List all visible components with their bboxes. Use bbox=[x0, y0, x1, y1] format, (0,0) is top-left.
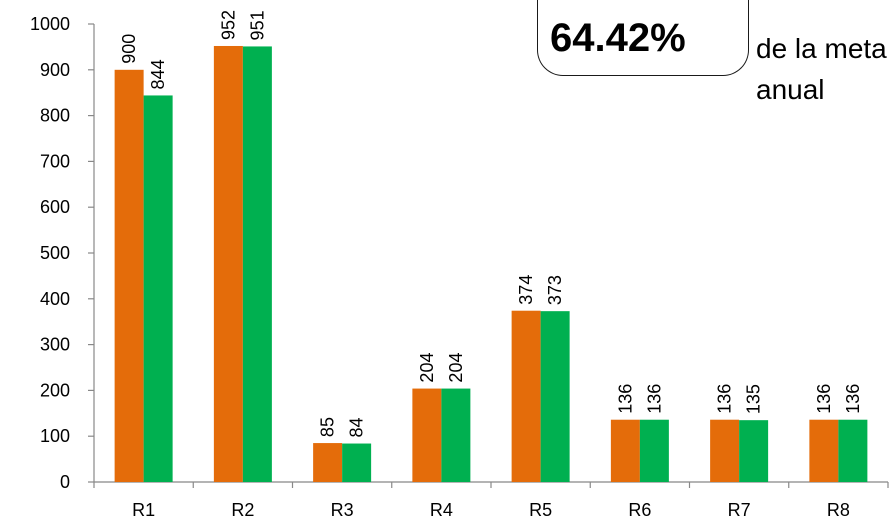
data-label-r7-series-2: 135 bbox=[744, 384, 764, 414]
data-label-r3-series-1: 85 bbox=[318, 417, 338, 437]
bar-r7-series-1 bbox=[710, 419, 740, 482]
y-axis-ticks: 0 100 200 300 400 500 600 700 800 900 1000 bbox=[30, 14, 94, 492]
bar-r5-series-2 bbox=[540, 311, 570, 482]
x-tick-label-r4: R4 bbox=[430, 500, 453, 520]
x-tick-label-r6: R6 bbox=[628, 500, 651, 520]
x-tick-label-r2: R2 bbox=[231, 500, 254, 520]
bar-r1-series-2 bbox=[143, 95, 173, 482]
y-tick-label: 200 bbox=[40, 380, 70, 400]
data-label-r6-series-2: 136 bbox=[644, 384, 664, 414]
y-tick-label: 300 bbox=[40, 335, 70, 355]
y-tick-label: 500 bbox=[40, 243, 70, 263]
callout-box bbox=[537, 0, 749, 76]
data-label-r1-series-1: 900 bbox=[119, 34, 139, 64]
callout-text-line2: anual bbox=[756, 74, 825, 105]
y-tick-label: 600 bbox=[40, 197, 70, 217]
bar-r1-series-1 bbox=[114, 69, 144, 483]
data-label-r5-series-2: 373 bbox=[545, 275, 565, 305]
bar-r7-series-2 bbox=[739, 420, 769, 482]
bar-r2-series-2 bbox=[242, 46, 272, 482]
data-label-r1-series-2: 844 bbox=[148, 59, 168, 89]
bars bbox=[114, 45, 868, 483]
x-axis-ticks: R1 R2 R3 R4 R5 R6 R7 R8 bbox=[93, 482, 889, 520]
bar-r8-series-1 bbox=[809, 419, 839, 482]
x-tick-label-r3: R3 bbox=[331, 500, 354, 520]
bar-r4-series-2 bbox=[441, 388, 471, 482]
x-tick-label-r8: R8 bbox=[827, 500, 850, 520]
y-tick-label: 100 bbox=[40, 426, 70, 446]
y-tick-label: 1000 bbox=[30, 14, 70, 34]
data-label-r4-series-2: 204 bbox=[446, 353, 466, 383]
bar-r8-series-2 bbox=[838, 419, 868, 482]
data-label-r6-series-1: 136 bbox=[615, 384, 635, 414]
bar-r5-series-1 bbox=[511, 310, 541, 482]
callout-value: 64.42% bbox=[550, 16, 686, 60]
data-label-r8-series-1: 136 bbox=[814, 384, 834, 414]
x-tick-label-r5: R5 bbox=[529, 500, 552, 520]
bar-r3-series-1 bbox=[313, 443, 343, 482]
y-tick-label: 800 bbox=[40, 106, 70, 126]
callout-text-line1: de la meta bbox=[756, 33, 887, 64]
data-label-r3-series-2: 84 bbox=[347, 417, 367, 437]
x-tick-label-r7: R7 bbox=[728, 500, 751, 520]
y-tick-label: 400 bbox=[40, 289, 70, 309]
data-label-r7-series-1: 136 bbox=[715, 384, 735, 414]
bar-r6-series-2 bbox=[639, 419, 669, 482]
bar-r4-series-1 bbox=[412, 388, 442, 482]
x-tick-label-r1: R1 bbox=[132, 500, 155, 520]
bar-r6-series-1 bbox=[610, 419, 640, 482]
data-label-r5-series-1: 374 bbox=[516, 275, 536, 305]
data-label-r2-series-1: 952 bbox=[218, 10, 238, 40]
y-tick-label: 0 bbox=[60, 472, 70, 492]
data-labels: 900 844 952 951 85 84 204 204 374 373 136 136 136 135… bbox=[119, 10, 863, 438]
data-label-r2-series-2: 951 bbox=[247, 10, 267, 40]
bar-r3-series-2 bbox=[342, 443, 372, 482]
data-label-r4-series-1: 204 bbox=[417, 353, 437, 383]
data-label-r8-series-2: 136 bbox=[843, 384, 863, 414]
callout-text: de la meta anual bbox=[756, 28, 887, 110]
y-tick-label: 700 bbox=[40, 151, 70, 171]
y-tick-label: 900 bbox=[40, 60, 70, 80]
bar-r2-series-1 bbox=[213, 45, 243, 482]
